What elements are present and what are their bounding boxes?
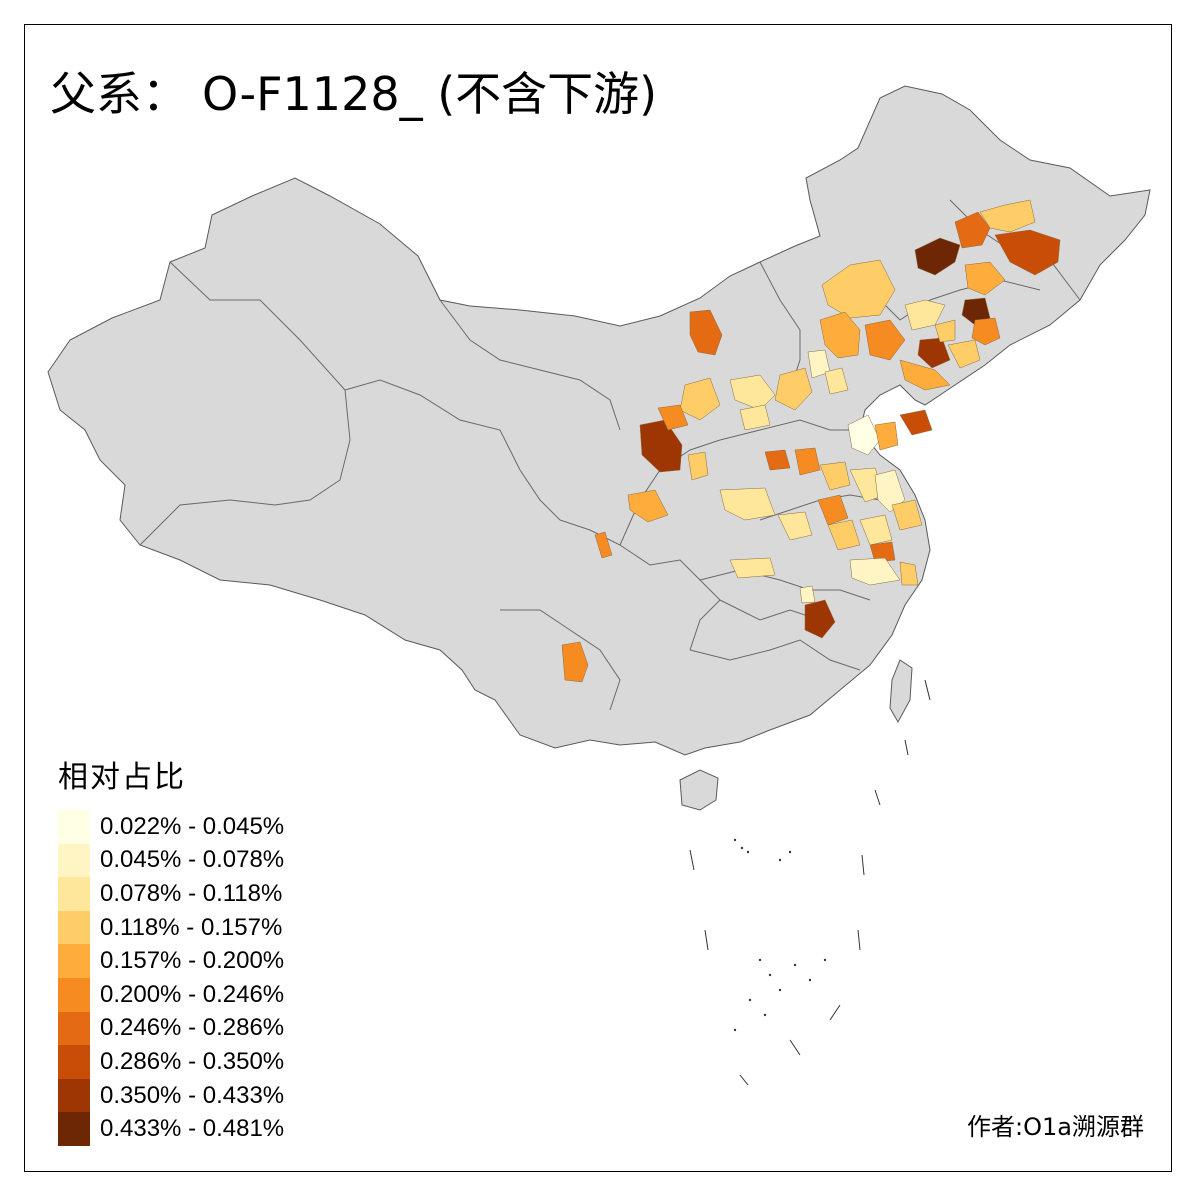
legend: 相对占比 0.022% - 0.045% 0.045% - 0.078% 0.078…	[58, 752, 284, 1146]
legend-swatch	[58, 1112, 90, 1146]
legend-label: 0.246% - 0.286%	[100, 1014, 285, 1042]
island-dots	[733, 838, 827, 1032]
legend-item: 0.022% - 0.045%	[58, 810, 284, 844]
legend-item: 0.350% - 0.433%	[58, 1078, 285, 1113]
legend-label: 0.286% - 0.350%	[100, 1047, 285, 1075]
author-credit: 作者:O1a溯源群	[967, 1113, 1144, 1141]
legend-item: 0.200% - 0.246%	[58, 977, 285, 1012]
legend-swatch	[58, 877, 90, 911]
legend-swatch	[58, 843, 90, 878]
legend-swatch	[58, 910, 90, 945]
colored-regions	[561, 199, 1061, 683]
mainland-china	[47, 85, 1151, 756]
legend-item: 0.118% - 0.157%	[58, 910, 284, 945]
legend-label: 0.350% - 0.433%	[100, 1081, 285, 1109]
legend-item: 0.045% - 0.078%	[58, 843, 285, 878]
legend-swatch	[58, 1011, 90, 1046]
legend-swatch	[58, 1045, 90, 1079]
hainan-island	[679, 769, 719, 811]
legend-item: 0.078% - 0.118%	[58, 877, 284, 911]
legend-swatch	[58, 944, 90, 978]
title-main: O-F1128_ (不含下游)	[202, 67, 658, 121]
legend-swatch	[58, 977, 90, 1012]
legend-item: 0.286% - 0.350%	[58, 1045, 284, 1079]
legend-swatch	[58, 810, 90, 844]
south-china-sea-marks	[689, 679, 931, 1086]
legend-label: 0.200% - 0.246%	[100, 980, 285, 1008]
legend-item: 0.157% - 0.200%	[58, 944, 284, 978]
legend-title: 相对占比	[58, 760, 186, 795]
legend-label: 0.433% - 0.481%	[100, 1115, 285, 1143]
taiwan-island	[889, 659, 913, 724]
legend-item: 0.433% - 0.481%	[58, 1112, 284, 1146]
map-title: 父系： O-F1128_ (不含下游)	[50, 58, 657, 124]
legend-items: 0.022% - 0.045% 0.045% - 0.078% 0.078% - 0…	[58, 810, 284, 1146]
legend-label: 0.022% - 0.045%	[100, 812, 285, 840]
legend-label: 0.157% - 0.200%	[100, 947, 285, 975]
title-prefix: 父系：	[50, 67, 188, 121]
legend-swatch	[58, 1078, 90, 1113]
legend-label: 0.045% - 0.078%	[100, 846, 285, 874]
legend-item: 0.246% - 0.286%	[58, 1011, 285, 1046]
legend-label: 0.078% - 0.118%	[100, 879, 283, 907]
legend-label: 0.118% - 0.157%	[100, 913, 283, 941]
